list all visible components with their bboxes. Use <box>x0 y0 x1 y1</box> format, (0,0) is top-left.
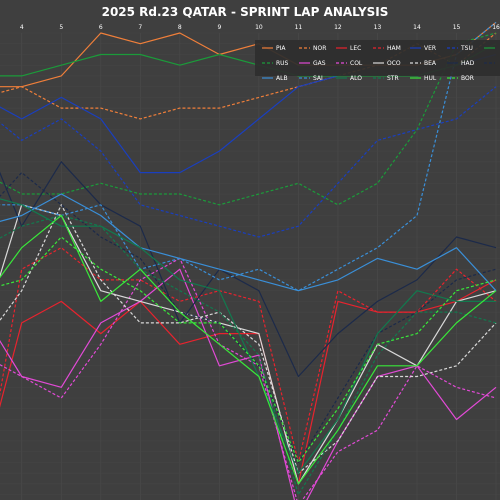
legend-label-had: HAD <box>461 60 475 67</box>
x-tick-label: 5 <box>59 24 63 31</box>
series-line-alb <box>0 193 497 292</box>
series-line-str <box>0 214 497 496</box>
x-tick-label: 14 <box>413 24 421 31</box>
legend-label-pia: PIA <box>276 45 286 52</box>
series-line-law <box>0 172 497 463</box>
legend-label-ham: HAM <box>387 45 401 52</box>
series-line-alo <box>0 198 496 474</box>
x-tick-label: 16 <box>492 24 500 31</box>
series-line-tsu <box>0 86 497 238</box>
series-line-had <box>0 161 497 378</box>
x-tick-labels: 4 5 6 7 8 9 10 11 12 13 14 15 16 <box>20 24 500 31</box>
x-tick-label: 6 <box>99 24 103 31</box>
legend-label-sai: SAI <box>313 75 323 82</box>
legend-label-nor: NOR <box>313 45 326 52</box>
legend-label-oco: OCO <box>387 60 401 67</box>
series-line-nor <box>0 32 497 120</box>
series-line-hul <box>0 214 497 485</box>
legend-label-bea: BEA <box>424 60 437 67</box>
legend-label-alo: ALO <box>350 75 362 82</box>
legend-label-col: COL <box>350 60 363 67</box>
x-tick-label: 15 <box>453 24 461 31</box>
series-line-sai <box>0 21 497 292</box>
x-tick-label: 12 <box>334 24 342 31</box>
legend-label-rus: RUS <box>276 60 289 67</box>
legend-label-tsu: TSU <box>460 45 473 52</box>
legend-label-lec: LEC <box>350 45 361 52</box>
x-tick-label: 13 <box>374 24 382 31</box>
legend-label-ver: VER <box>424 45 436 52</box>
series-line-bor <box>0 236 497 463</box>
series-layer <box>0 21 497 500</box>
x-tick-label: 8 <box>178 24 182 31</box>
x-tick-label: 7 <box>138 24 142 31</box>
x-tick-label: 10 <box>255 24 263 31</box>
legend-box <box>255 40 500 76</box>
x-tick-label: 11 <box>295 24 303 31</box>
legend-label-alb: ALB <box>276 75 288 82</box>
series-line-ham <box>0 247 497 463</box>
x-tick-label: 9 <box>217 24 221 31</box>
x-tick-label: 4 <box>20 24 24 31</box>
legend-label-bor: BOR <box>461 75 474 82</box>
legend: PIA NOR LEC HAM VER TSU RUS GAS COL OCO BEA HAD ALB S… <box>255 40 500 82</box>
legend-label-hul: HUL <box>424 75 437 82</box>
series-line-rus <box>0 32 497 206</box>
legend-label-gas: GAS <box>313 60 326 67</box>
chart-title: 2025 Rd.23 QATAR - SPRINT LAP ANALYSIS <box>102 5 389 19</box>
legend-label-str: STR <box>387 75 399 82</box>
